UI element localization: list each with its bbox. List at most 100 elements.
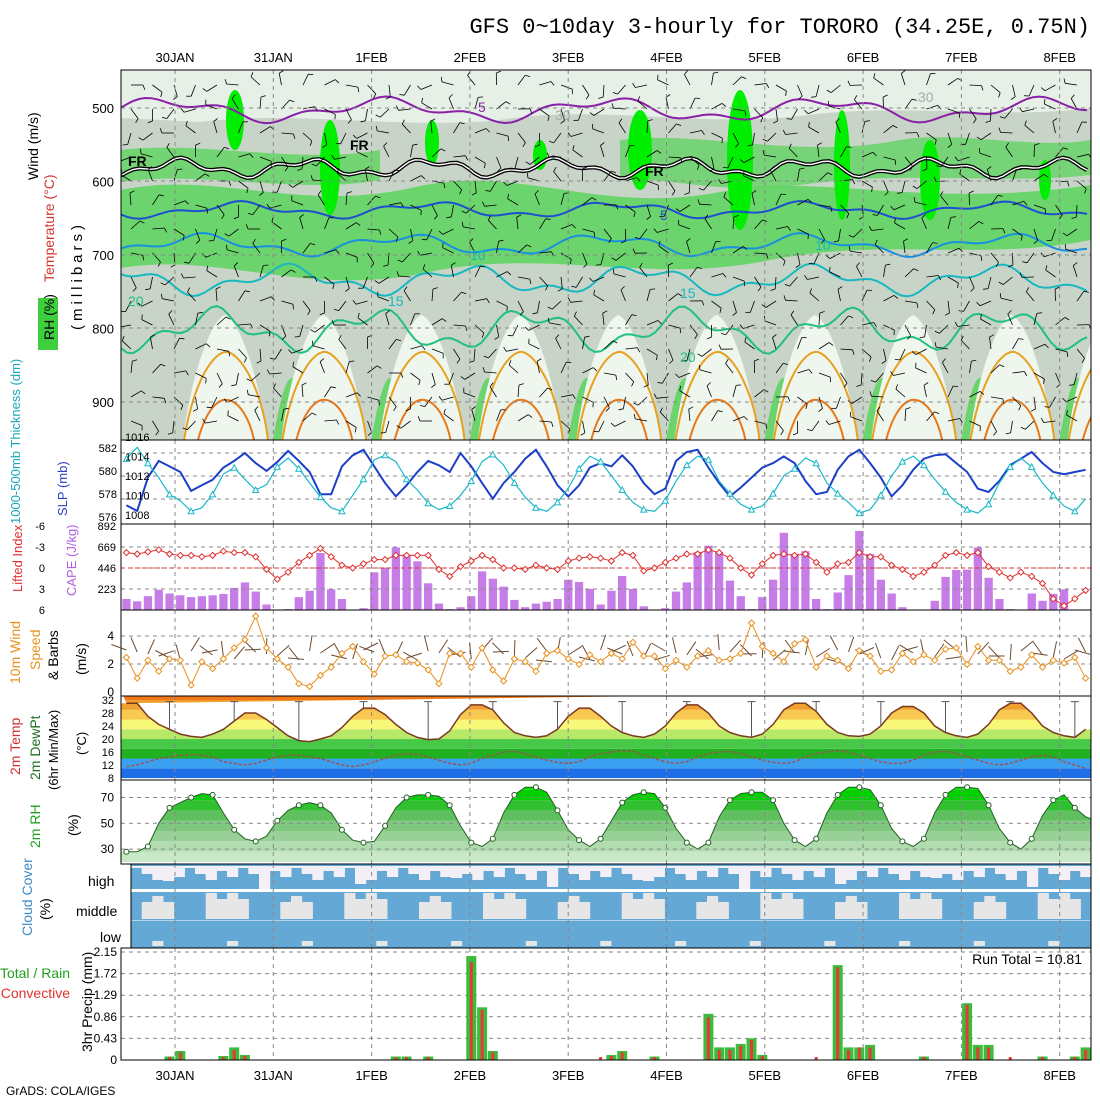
wind-barb-flag <box>310 175 313 181</box>
wind-barb <box>593 108 605 116</box>
wind-barb-flag <box>494 336 500 340</box>
surface-barb <box>1074 649 1091 655</box>
wind-barb <box>1055 204 1063 216</box>
wind-barb <box>835 121 841 134</box>
wind-barb-flag <box>573 311 577 317</box>
cloud-ylabel-units: (%) <box>37 898 53 920</box>
wind-barb-flag <box>249 153 254 158</box>
wind-barb-flag <box>997 194 1003 197</box>
temp-series <box>126 701 1087 770</box>
temp-contour-5 <box>121 199 1088 220</box>
wind-speed-marker <box>348 642 357 651</box>
temp-band <box>121 748 1091 759</box>
cloud-low-gap <box>525 941 537 946</box>
wind-barb <box>656 396 669 399</box>
rh-marker <box>338 826 345 833</box>
wind-barb-flag <box>168 310 173 315</box>
wind-barb-flag <box>471 192 477 196</box>
wind-barb-flag <box>827 101 830 107</box>
wind-barb-flag <box>913 197 916 203</box>
cloud-middle-gap <box>792 899 804 919</box>
cloud-high-clear <box>429 866 441 871</box>
wind-barb <box>926 73 931 86</box>
contour-label: 10 <box>470 247 486 263</box>
wind-barb <box>658 245 669 254</box>
wind-barb <box>166 108 175 119</box>
wind-barb <box>317 194 325 206</box>
wind-barb-flag <box>557 288 563 292</box>
slp-marker <box>769 489 777 497</box>
lifted-index-marker <box>467 557 476 565</box>
wind-barb-flag <box>518 383 524 386</box>
wind-barb <box>836 396 841 409</box>
wind-barb <box>345 84 358 88</box>
cloud-high-clear <box>227 866 239 877</box>
wind-speed-marker <box>208 664 217 673</box>
slp-marker <box>381 451 389 459</box>
wind-barb <box>1033 228 1039 241</box>
slp-marker <box>855 509 864 517</box>
cape-bar <box>801 551 810 610</box>
wind-barb <box>703 180 712 191</box>
wind-speed-marker <box>144 656 152 665</box>
wind-barb-flag <box>657 382 663 384</box>
slp-tick: 1008 <box>125 510 149 522</box>
wind-barb-flag <box>1070 94 1075 99</box>
surface-barb <box>578 656 595 662</box>
cape-bar <box>176 595 185 610</box>
wind-barb-flag <box>155 431 160 436</box>
pressure-tick-label: 800 <box>92 322 114 337</box>
wind-barb-flag <box>221 214 225 220</box>
precip-convective-bar <box>836 967 840 1060</box>
wind-barb-flag <box>205 378 207 384</box>
wind-barb <box>818 204 831 208</box>
wind-barb <box>743 156 755 163</box>
wind-barb <box>489 386 497 398</box>
slp-marker <box>273 462 282 470</box>
wind-barb <box>345 108 352 120</box>
wind-barb <box>678 372 691 378</box>
lifted-index-marker <box>456 562 465 571</box>
wind-speed-marker <box>1006 667 1014 676</box>
wind-barb-flag <box>525 161 531 165</box>
wind-barb <box>553 171 562 182</box>
wind-barb-flag <box>461 291 467 295</box>
wind-barb-flag <box>973 118 977 124</box>
wind-barb-flag <box>417 416 421 422</box>
wind-barb <box>732 216 735 230</box>
wind-barb-flag <box>1066 410 1068 416</box>
wind-speed-marker <box>844 664 853 673</box>
wind-ylabel-line2: Speed <box>27 630 43 670</box>
surface-barb <box>934 643 945 658</box>
wind-barb <box>496 156 502 169</box>
cape-bar <box>499 586 508 610</box>
wind-barb-flag <box>881 360 887 364</box>
cloud-high-clear <box>248 866 260 874</box>
wind-barb <box>1065 82 1078 86</box>
wind-barb <box>797 228 809 235</box>
slp-marker <box>575 464 583 472</box>
surface-barb <box>406 652 422 659</box>
slp-marker <box>467 477 476 485</box>
wind-barb-flag <box>719 307 722 314</box>
temp-contour-30 <box>983 398 1042 440</box>
wind-barb <box>947 108 960 114</box>
wind-barb-flag <box>893 295 899 299</box>
wind-barb <box>172 420 175 433</box>
cloud-low-gap <box>1048 941 1060 946</box>
wind-barb <box>388 170 395 182</box>
wind-barb-flag <box>592 367 598 372</box>
lifted-index-marker <box>877 553 885 561</box>
wind-barb <box>1045 269 1056 278</box>
wind-barb-flag <box>618 408 624 411</box>
wind-barb-flag <box>795 264 801 268</box>
cloud-middle-gap <box>440 902 452 919</box>
wind-barb-flag <box>489 382 494 388</box>
cloud-middle-gap <box>301 902 313 919</box>
wind-barb-flag <box>671 190 676 196</box>
cape-bar <box>251 591 260 610</box>
wind-speed-marker <box>305 682 314 691</box>
surface-barb <box>378 639 386 655</box>
wind-barb <box>537 300 540 313</box>
wind-barb-flag <box>785 90 787 96</box>
